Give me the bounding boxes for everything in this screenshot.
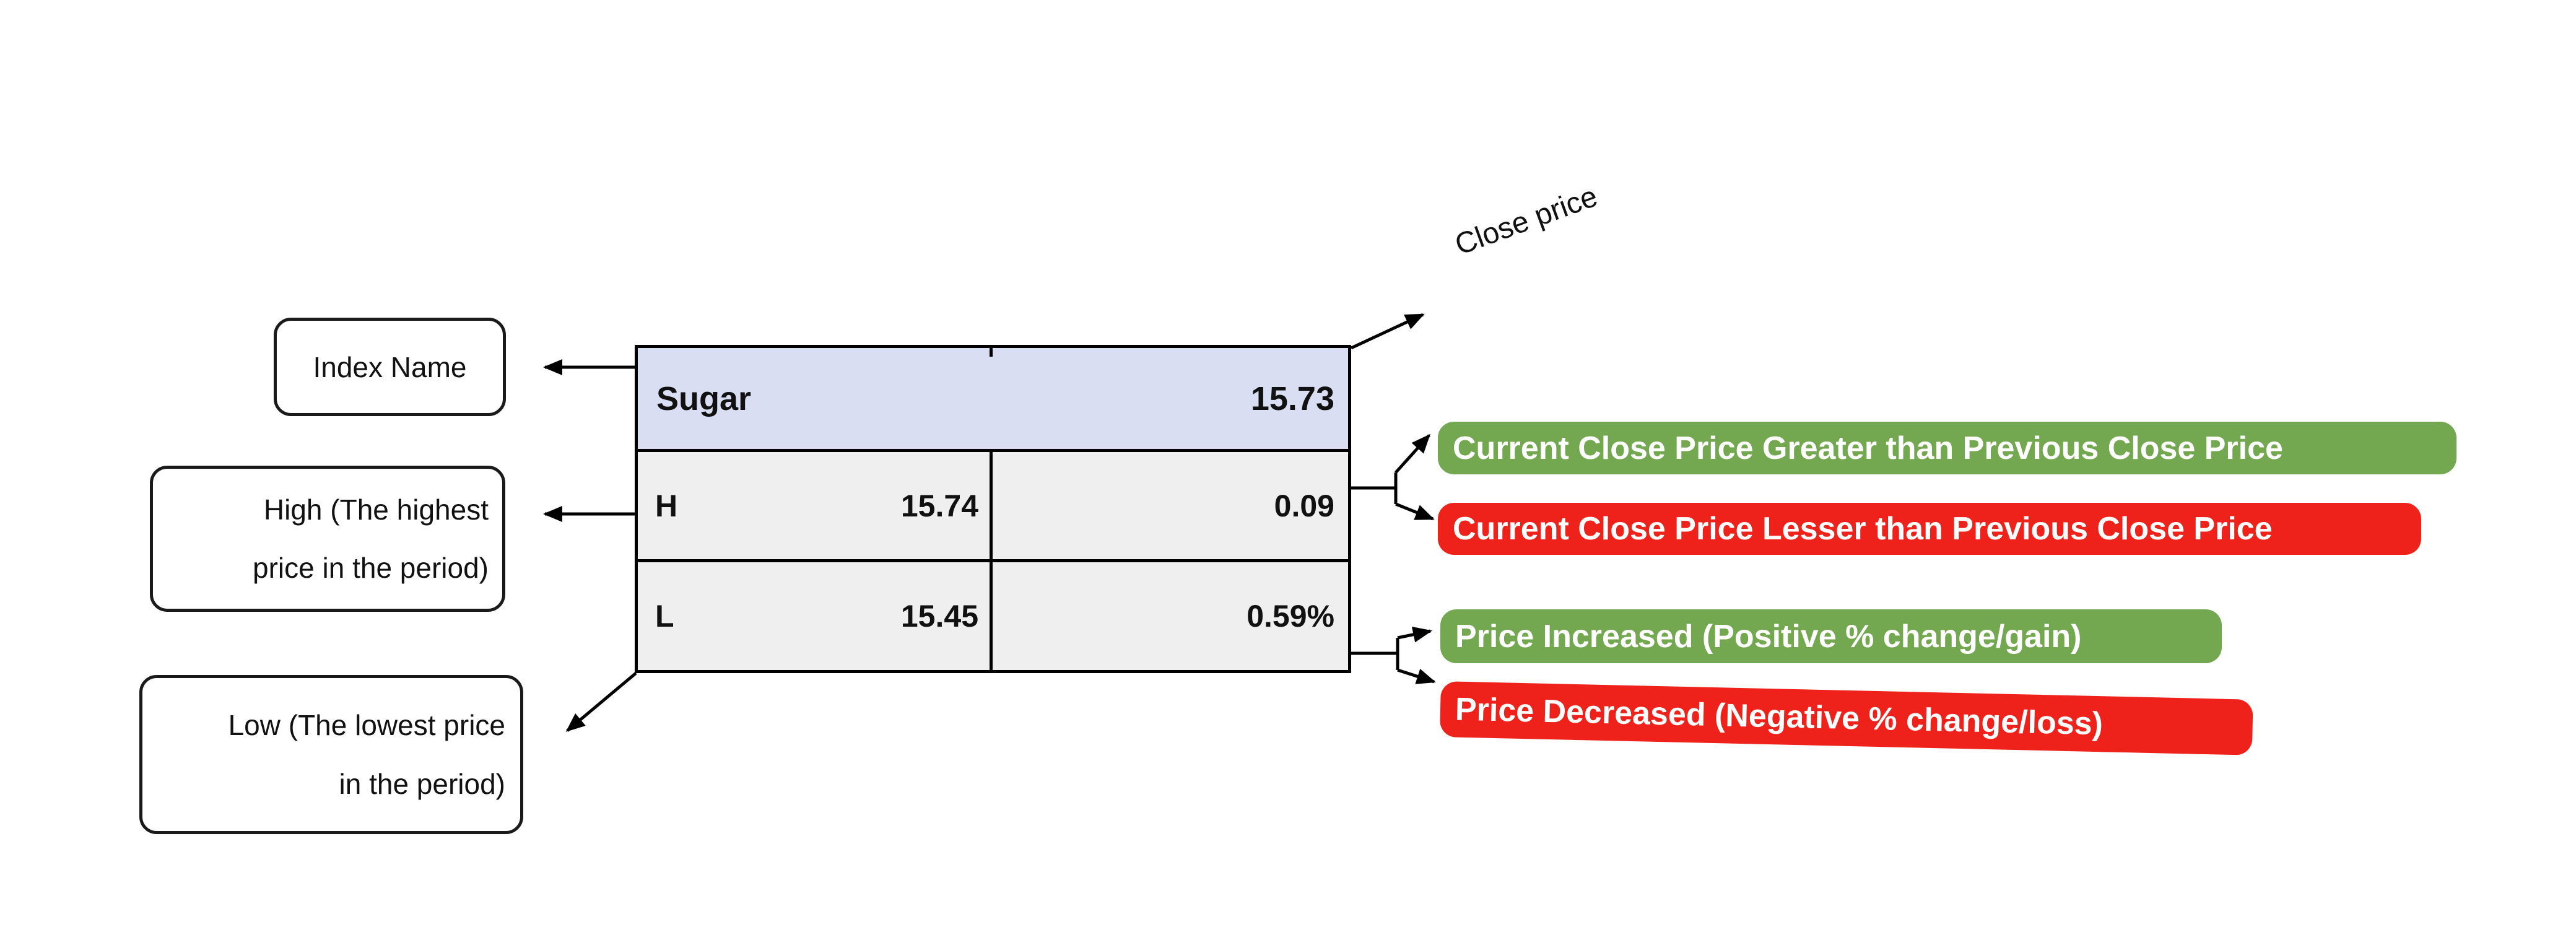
close-price-label: Close price xyxy=(1450,180,1602,262)
table-row: L 15.45 0.59% xyxy=(638,562,1348,670)
badge-close-lesser-text: Current Close Price Lesser than Previous… xyxy=(1453,511,2273,547)
badge-price-increased: Price Increased (Positive % change/gain) xyxy=(1440,609,2222,663)
change-cell: 0.09 xyxy=(993,452,1348,559)
badge-price-decreased: Price Decreased (Negative % change/loss) xyxy=(1439,681,2253,755)
callout-high-line2: price in the period) xyxy=(253,552,489,584)
callout-low: Low (The lowest price in the period) xyxy=(139,675,523,834)
table-row: H 15.74 0.09 xyxy=(638,452,1348,562)
arrow-close-price xyxy=(1350,313,1425,350)
low-cell: L 15.45 xyxy=(638,562,993,670)
column-divider-tick xyxy=(990,348,993,357)
badge-close-greater-text: Current Close Price Greater than Previou… xyxy=(1453,430,2283,466)
price-widget-table: Sugar 15.73 H 15.74 0.09 L 15.45 0.59% xyxy=(635,345,1351,673)
callout-low-line1: Low (The lowest price xyxy=(228,709,505,742)
arrow-price-increased xyxy=(1397,626,1432,643)
high-label: H xyxy=(655,488,678,523)
badge-close-greater: Current Close Price Greater than Previou… xyxy=(1438,422,2456,474)
badge-close-lesser: Current Close Price Lesser than Previous… xyxy=(1438,503,2421,555)
change-value: 0.09 xyxy=(1274,488,1334,523)
high-value: 15.74 xyxy=(900,488,978,523)
close-price-value: 15.73 xyxy=(1250,380,1334,417)
arrow-price-decreased xyxy=(1397,668,1436,684)
callout-index-name-text: Index Name xyxy=(313,350,467,383)
table-header-row: Sugar 15.73 xyxy=(638,348,1348,452)
percent-cell: 0.59% xyxy=(993,562,1348,670)
low-value: 15.45 xyxy=(900,599,978,633)
low-label: L xyxy=(655,599,674,633)
badge-price-decreased-text: Price Decreased (Negative % change/loss) xyxy=(1455,691,2104,742)
callout-index-name: Index Name xyxy=(274,318,506,416)
callout-high: High (The highest price in the period) xyxy=(150,466,505,612)
percent-value: 0.59% xyxy=(1247,599,1334,633)
callout-low-line2: in the period) xyxy=(339,767,506,800)
callout-high-line1: High (The highest xyxy=(263,493,489,526)
arrow-close-greater xyxy=(1395,433,1431,474)
branch-percent-stem xyxy=(1350,638,1399,670)
index-name-value: Sugar xyxy=(656,380,752,417)
arrow-low xyxy=(565,672,637,732)
branch-close-stem xyxy=(1350,472,1398,504)
badge-price-increased-text: Price Increased (Positive % change/gain) xyxy=(1455,618,2082,655)
high-cell: H 15.74 xyxy=(638,452,993,559)
arrow-close-lesser xyxy=(1395,502,1435,521)
